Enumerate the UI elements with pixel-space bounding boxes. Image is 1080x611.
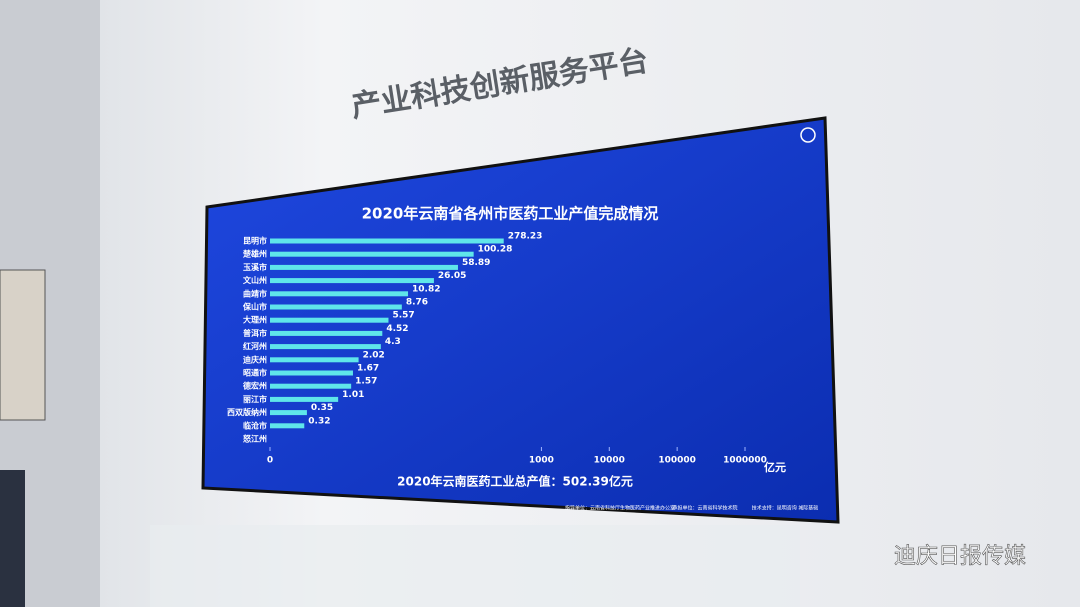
bar <box>270 251 474 257</box>
y-tick-label: 文山州 <box>243 275 267 285</box>
bar <box>270 410 307 416</box>
watermark: 迪庆日报传媒 <box>894 544 1026 569</box>
footer-text: 承担单位：云南省科学技术院 <box>672 505 737 512</box>
x-tick-label: 100000 <box>658 456 696 466</box>
x-tick-label: 10000 <box>594 456 625 466</box>
y-tick-label: 玉溪市 <box>243 262 267 272</box>
bar <box>270 291 409 297</box>
bar <box>270 264 458 270</box>
bar <box>270 330 383 336</box>
value-label: 58.89 <box>462 258 490 268</box>
value-label: 5.57 <box>392 311 414 321</box>
value-label: 10.82 <box>412 284 440 294</box>
value-label: 0.32 <box>308 416 330 426</box>
value-label: 4.3 <box>385 337 401 347</box>
value-label: 2.02 <box>363 350 385 360</box>
y-tick-label: 保山市 <box>242 302 267 312</box>
x-tick-label: 0 <box>267 456 273 466</box>
footer-text: 指导单位：云南省科技厅生物医药产业推进办公室 <box>565 505 675 512</box>
y-tick-label: 昭通市 <box>243 368 267 378</box>
bar <box>270 304 402 310</box>
y-tick-label: 迪庆州 <box>243 354 267 364</box>
close-icon <box>800 127 816 143</box>
x-tick-label: 1000000 <box>723 456 767 466</box>
value-label: 278.23 <box>508 232 543 242</box>
door <box>0 269 46 421</box>
value-label: 1.67 <box>357 364 379 374</box>
bar <box>270 278 434 284</box>
y-tick-label: 西双版纳州 <box>227 407 267 417</box>
value-label: 4.52 <box>386 324 408 334</box>
y-tick-label: 曲靖市 <box>243 288 267 298</box>
value-label: 0.35 <box>311 403 333 413</box>
chart-title: 2020年云南省各州市医药工业产值完成情况 <box>362 205 659 223</box>
bar <box>270 357 359 363</box>
value-label: 100.28 <box>478 245 513 255</box>
y-tick-label: 红河州 <box>243 341 267 351</box>
bar <box>270 423 305 429</box>
bar <box>270 370 353 376</box>
x-tick-label: 1000 <box>529 456 554 466</box>
foreground-object <box>0 470 25 607</box>
value-label: 1.57 <box>355 377 377 387</box>
y-tick-label: 楚雄州 <box>242 249 267 259</box>
bar <box>270 396 339 402</box>
y-tick-label: 临沧市 <box>243 420 267 430</box>
x-unit: 亿元 <box>764 460 786 474</box>
y-tick-label: 普洱市 <box>243 328 267 338</box>
y-tick-label: 大理州 <box>243 315 267 325</box>
value-label: 26.05 <box>438 271 466 281</box>
footer-text: 技术支持：昆明咨询 城际基础 <box>752 505 819 512</box>
value-label: 8.76 <box>406 298 428 308</box>
bar <box>270 238 504 244</box>
total-label: 2020年云南医药工业总产值：502.39亿元 <box>397 474 633 489</box>
value-label: 1.01 <box>342 390 364 400</box>
bar <box>270 344 381 350</box>
bar <box>270 383 352 389</box>
bar <box>270 317 389 323</box>
screen <box>201 116 840 524</box>
y-tick-label: 德宏州 <box>243 381 267 391</box>
y-tick-label: 丽江市 <box>243 394 267 404</box>
y-tick-label: 昆明市 <box>243 236 267 246</box>
installation <box>150 525 800 607</box>
y-tick-label: 怒江州 <box>243 434 267 444</box>
